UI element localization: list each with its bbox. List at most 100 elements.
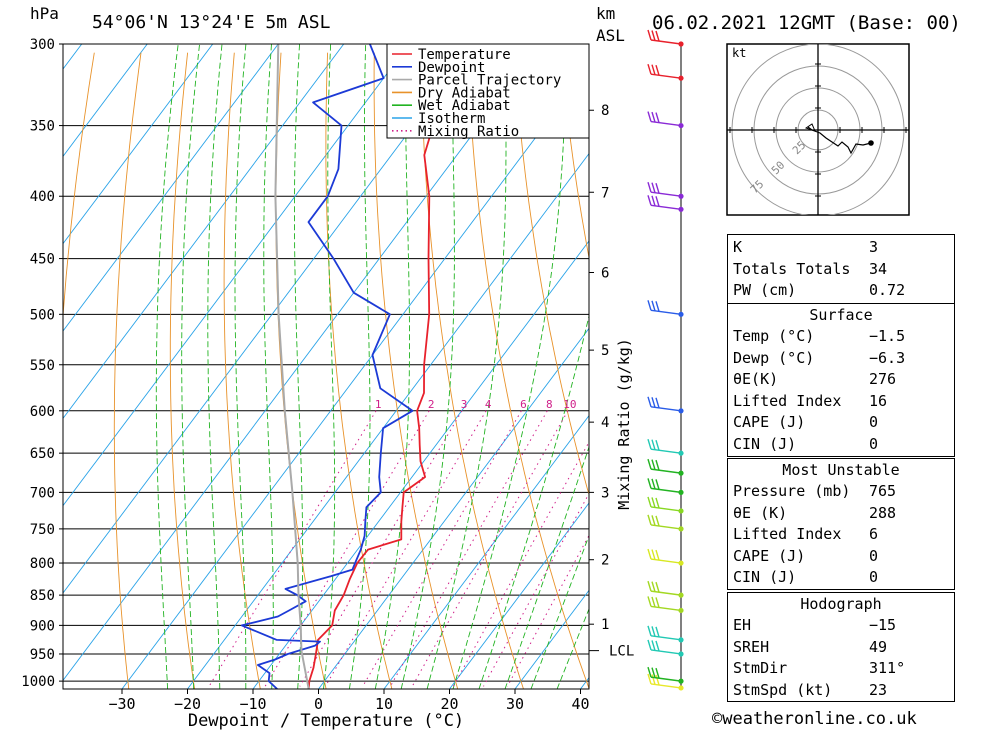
mixing-ratio-label: 8 [546,398,553,411]
wind-barb [647,548,682,564]
temperature-tick-label: 0 [314,695,323,713]
isotherm-line [318,327,589,689]
surface-row: Temp (°C) −1.5 [728,326,954,348]
pressure-tick-label: 850 [30,588,55,604]
wind-barb [647,458,682,474]
temperature-tick-label: 30 [506,695,524,713]
wind-barb [647,63,682,79]
dry-adiabat-line [513,52,589,496]
most-unstable-value: 288 [869,503,897,522]
surface-value: 0 [869,413,879,432]
isotherm-line [121,65,589,689]
surface-value: 0 [869,434,879,453]
surface-row: CIN (J) 0 [728,434,954,456]
surface-value: −6.3 [869,348,906,367]
hodograph-value: 49 [869,637,888,656]
wind-barb [647,438,682,454]
hodograph-endpoint [868,140,874,146]
mixing-ratio-line [452,441,589,687]
hodograph-value: −15 [869,616,897,634]
hodograph-label: SREH [733,637,770,656]
surface-value: 16 [869,391,888,410]
dry-adiabat-line [113,52,142,689]
km-tick-label: 3 [601,485,609,501]
pressure-unit-label: hPa [30,4,59,23]
indices-table: K 3 Totals Totals 34 PW (cm) 0.72 [727,234,955,305]
hodograph-title: Hodograph [800,595,882,613]
temperature-tick-label: −30 [108,695,135,713]
km-tick-label: 6 [601,265,609,281]
hodograph-value: 23 [869,680,888,699]
surface-label: θE(K) [733,370,779,389]
wind-barb [647,666,682,682]
mixing-ratio-label: 6 [520,398,527,411]
hodograph-label: StmSpd (kt) [733,680,833,699]
wind-barb [647,478,682,494]
km-tick-label: 8 [601,103,609,119]
wet-adiabat-line [452,44,567,689]
dry-adiabat-line [169,52,196,689]
surface-label: Dewp (°C) [733,348,815,367]
wind-barb [647,182,682,197]
wind-barb [647,673,682,689]
wet-adiabat-line [207,44,223,689]
dewpoint-profile [240,44,414,689]
most-unstable-label: CAPE (J) [733,546,806,565]
wind-barb [647,300,682,316]
mixing-ratio-label: 2 [428,398,435,411]
km-unit-label: km [596,4,616,23]
legend-box [386,43,590,139]
surface-label: CIN (J) [733,434,797,453]
surface-rows: Temp (°C) −1.5 Dewp (°C) −6.3 θE(K) 276 Lifted… [728,326,954,456]
mixing-ratio-line [506,534,589,687]
dry-adiabat-line [63,52,95,689]
hodograph-row: SREH 49 [728,637,954,659]
hodograph-label: StmDir [733,659,788,678]
most-unstable-row: CIN (J) 0 [728,567,954,589]
most-unstable-value: 0 [869,568,879,587]
pressure-tick-label: 350 [30,119,55,135]
dry-adiabat-line [325,52,393,689]
wet-adiabat-line [263,44,274,689]
mixing-ratio-line [264,410,430,687]
pressure-tick-label: 300 [30,37,55,53]
wet-adiabat-line [181,44,201,689]
plot-frame [62,43,590,690]
wet-adiabat-line [155,44,179,689]
index-value: 3 [869,238,879,256]
wet-adiabat-line [374,44,410,689]
most-unstable-label: CIN (J) [733,568,797,587]
mixing-ratio-line [299,410,463,687]
wet-adiabat-line [426,44,507,689]
temperature-tick-label: −20 [174,695,201,713]
isotherm-line [449,502,589,689]
isotherm-line [383,414,589,689]
surface-label: Temp (°C) [733,327,815,345]
dry-adiabat-line [420,52,524,689]
wind-barb-dot [678,526,684,532]
temperature-tick-label: −10 [239,695,266,713]
index-label: Totals Totals [733,259,851,278]
most-unstable-row: θE (K) 288 [728,503,954,525]
wind-barb-dot [678,592,684,598]
asl-unit-label: ASL [596,26,625,45]
surface-row: Dewp (°C) −6.3 [728,348,954,370]
mixing-ratio-label: 15 [602,398,615,411]
wet-adiabat-line [556,607,589,689]
surface-title: Surface [809,306,873,324]
km-tick-label: 2 [601,553,609,569]
wind-barb [647,514,682,530]
wet-adiabat-line [294,44,304,689]
wet-adiabat-line [504,445,589,689]
temperature-tick-label: 20 [440,695,458,713]
x-axis-label: Dewpoint / Temperature (°C) [188,711,464,731]
hodograph-rows: EH −15 SREH 49 StmDir 311° StmSpd (kt) 23 [728,615,954,701]
datetime-label: 06.02.2021 12GMT (Base: 00) [652,12,961,34]
index-row: PW (cm) 0.72 [728,280,954,302]
hodograph-label: EH [733,616,752,634]
wind-barb [647,496,682,512]
wind-barb [647,580,682,596]
pressure-tick-label: 800 [30,556,55,572]
